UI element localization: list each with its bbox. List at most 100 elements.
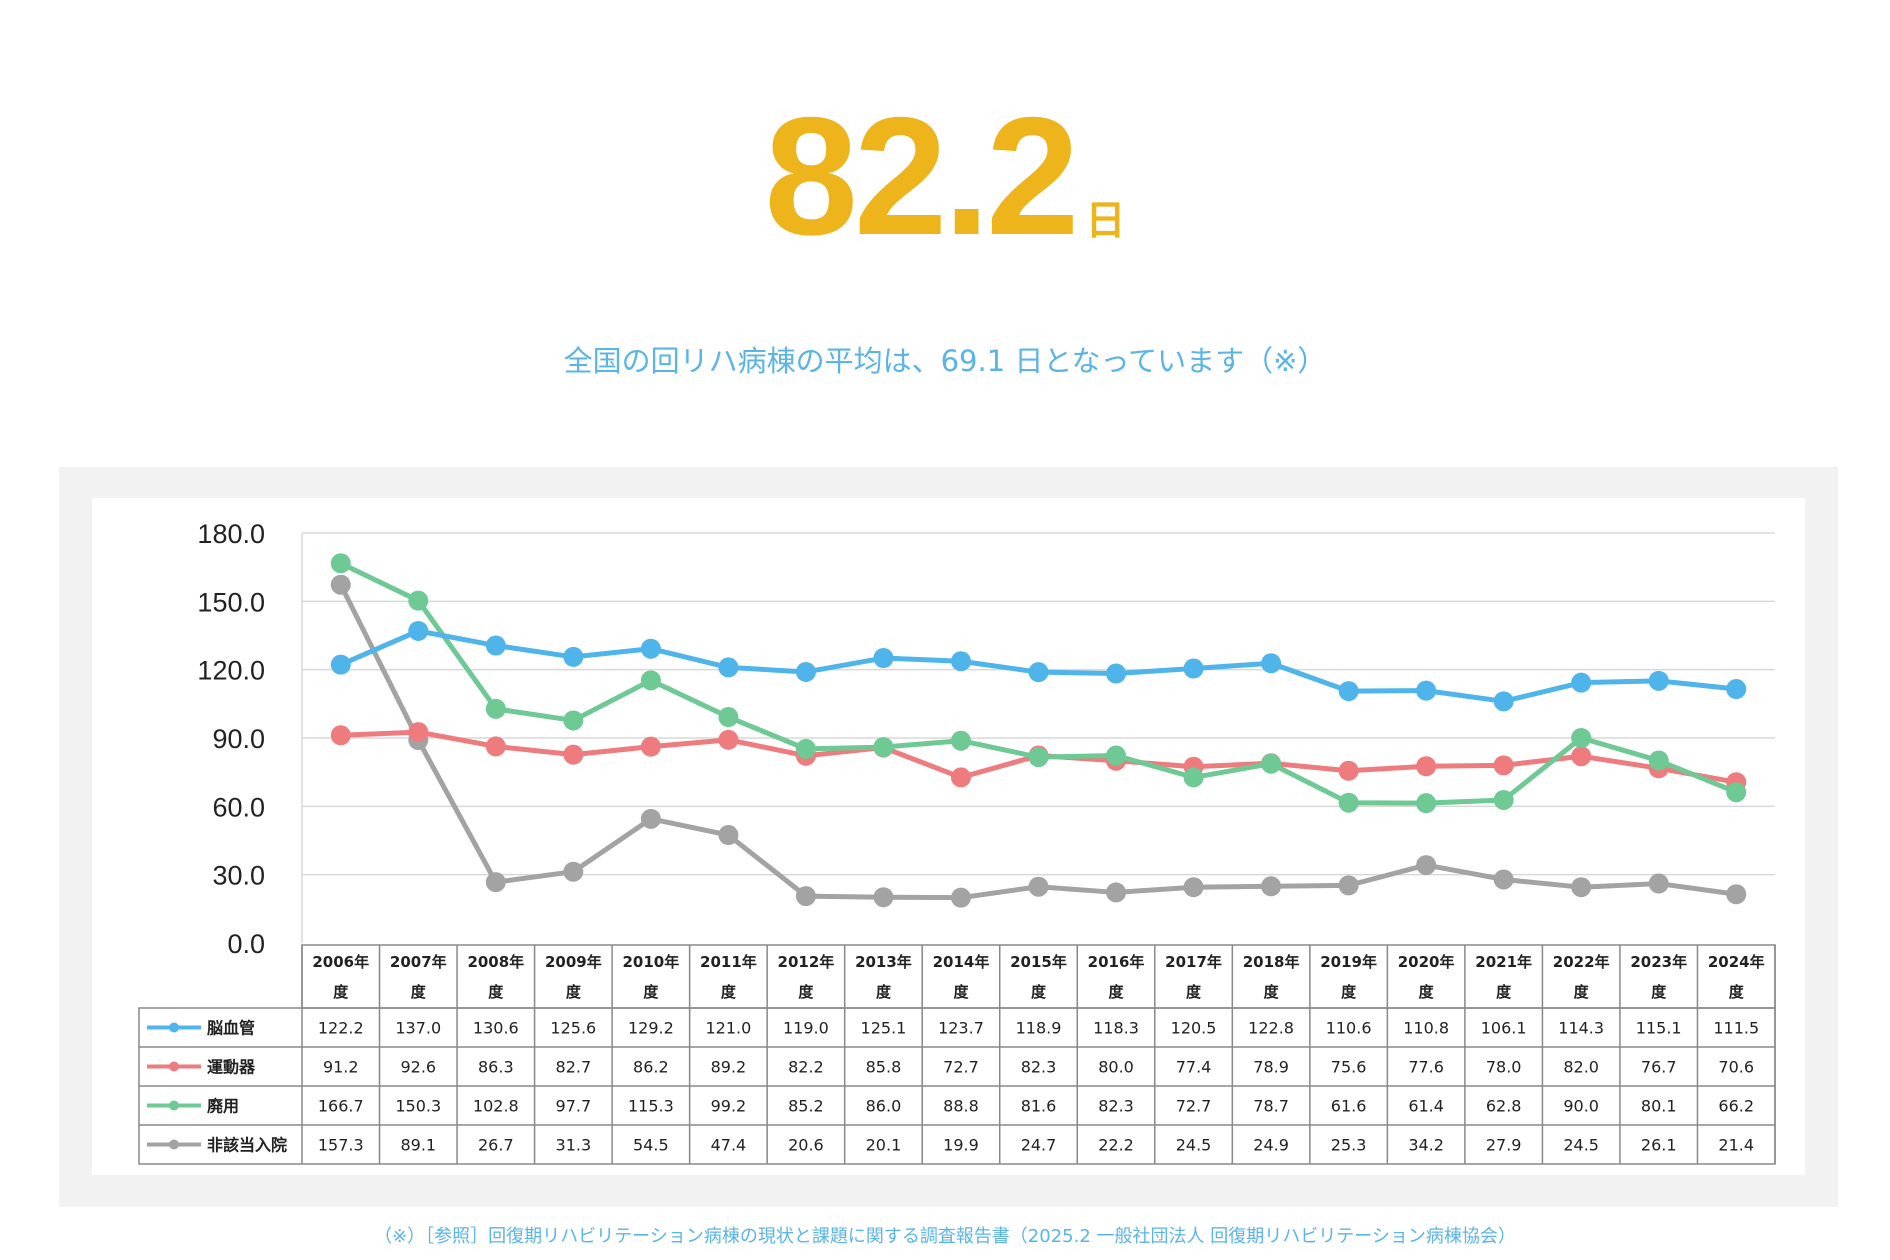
data-table-cell: 86.2 [633,1058,669,1077]
x-category-label: 度 [1574,983,1590,1001]
data-point [718,657,739,678]
data-table-cell: 82.3 [1098,1097,1134,1116]
average-days-headline: 82.2 日 [0,80,1890,273]
data-point [873,887,894,908]
data-point [640,638,661,659]
data-point [563,861,584,882]
data-table-cell: 90.0 [1563,1097,1599,1116]
data-point [1416,793,1437,814]
data-table-cell: 99.2 [711,1097,747,1116]
data-table-cell: 115.1 [1636,1019,1682,1038]
x-category-label: 度 [876,983,892,1001]
data-point [1571,877,1592,898]
data-point [718,825,739,846]
data-table-cell: 72.7 [1176,1097,1212,1116]
data-point [1726,782,1747,803]
x-category-label: 度 [1186,983,1202,1001]
data-table-cell: 118.9 [1016,1019,1062,1038]
x-category-label: 2016年 [1088,953,1145,971]
data-point [1726,679,1747,700]
series-line-3 [338,583,1737,901]
data-table-cell: 118.3 [1093,1019,1139,1038]
data-table-cell: 66.2 [1718,1097,1754,1116]
data-table-cell: 125.6 [550,1019,596,1038]
data-table-cell: 166.7 [318,1097,364,1116]
data-table-cell: 111.5 [1713,1019,1759,1038]
data-point [1106,745,1127,766]
data-table-cell: 76.7 [1641,1058,1677,1077]
data-point [1571,746,1592,767]
data-table-cell: 121.0 [705,1019,751,1038]
data-point [563,744,584,765]
data-point [640,670,661,691]
data-table-cell: 26.7 [478,1136,514,1155]
x-category-label: 度 [1419,983,1435,1001]
data-table-cell: 122.8 [1248,1019,1294,1038]
legend-label: 非該当入院 [207,1136,287,1155]
data-table-cell: 86.0 [866,1097,902,1116]
data-point [795,661,816,682]
legend-marker-1 [169,1061,179,1072]
y-tick-label: 120.0 [197,656,265,686]
data-point [718,707,739,728]
data-point [950,651,971,672]
data-point [1726,884,1747,905]
x-category-label: 度 [1496,983,1512,1001]
data-table-cell: 27.9 [1486,1136,1522,1155]
data-table-cell: 130.6 [473,1019,519,1038]
data-table-cell: 20.1 [866,1136,902,1155]
chart-panel [59,467,1838,1207]
data-point [1338,760,1359,781]
x-category-label: 2009年 [545,953,602,971]
data-point [1416,855,1437,876]
data-point [873,648,894,669]
x-category-label: 2024年 [1708,953,1765,971]
x-category-label: 2008年 [467,953,524,971]
data-table-cell: 31.3 [556,1136,592,1155]
data-point [1338,875,1359,896]
legend-label: 廃用 [207,1097,239,1116]
data-table-cell: 22.2 [1098,1136,1134,1155]
y-tick-label: 0.0 [227,929,265,959]
data-point [1571,672,1592,693]
data-table-cell: 80.0 [1098,1058,1134,1077]
x-category-label: 2006年 [312,953,369,971]
data-table-cell: 82.3 [1021,1058,1057,1077]
x-category-label: 2015年 [1010,953,1067,971]
data-table-cell: 24.9 [1253,1136,1289,1155]
data-table-cell: 34.2 [1408,1136,1444,1155]
data-point [1261,653,1282,674]
x-category-label: 度 [798,983,814,1001]
legend-label: 脳血管 [207,1019,255,1038]
x-category-label: 度 [1729,983,1745,1001]
data-point [795,886,816,907]
data-point [1183,877,1204,898]
data-point [1028,662,1049,683]
average-days-value: 82.2 [764,82,1080,270]
data-table-cell: 91.2 [323,1058,359,1077]
x-category-label: 度 [1651,983,1667,1001]
y-tick-label: 30.0 [212,861,265,891]
data-table-cell: 78.0 [1486,1058,1522,1077]
data-table-cell: 125.1 [861,1019,907,1038]
data-table-cell: 115.3 [628,1097,674,1116]
x-category-label: 2007年 [390,953,447,971]
x-category-label: 2018年 [1243,953,1300,971]
data-table-cell: 119.0 [783,1019,829,1038]
data-point [1493,789,1514,810]
x-category-label: 2023年 [1630,953,1687,971]
data-point [1106,882,1127,903]
y-tick-label: 90.0 [212,724,265,754]
data-table-cell: 150.3 [395,1097,441,1116]
data-table-cell: 62.8 [1486,1097,1522,1116]
data-point [1338,792,1359,813]
x-category-label: 2021年 [1475,953,1532,971]
data-point [408,620,429,641]
data-point [1028,876,1049,897]
data-point [1338,681,1359,702]
x-category-label: 度 [643,983,659,1001]
data-point [1648,873,1669,894]
data-point [950,887,971,908]
data-table-cell: 24.5 [1176,1136,1212,1155]
